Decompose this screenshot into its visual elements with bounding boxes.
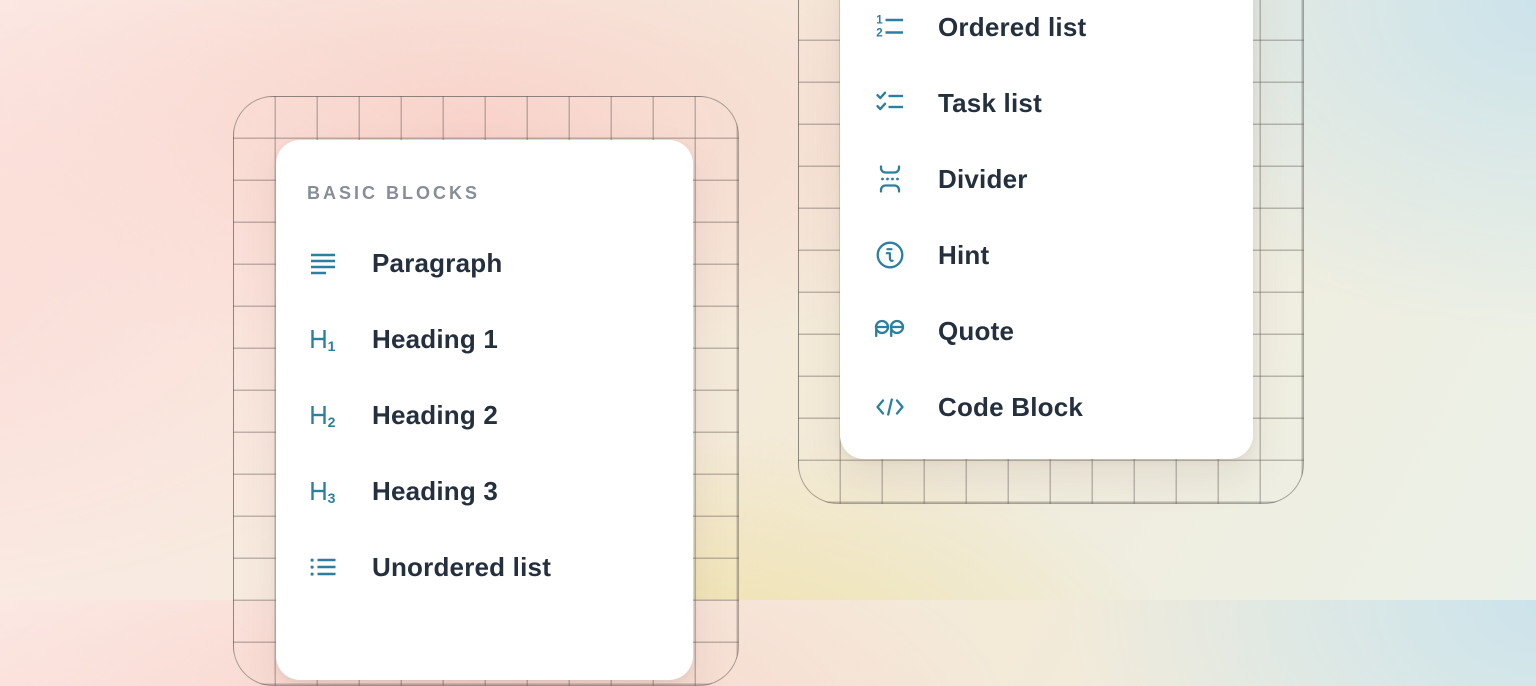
svg-text:2: 2 — [876, 28, 882, 40]
menu-item-code-block[interactable]: Code Block — [840, 369, 1253, 445]
menu-item-heading-1[interactable]: 1 Heading 1 — [276, 301, 693, 377]
svg-text:3: 3 — [328, 490, 336, 506]
menu-item-hint[interactable]: Hint — [840, 217, 1253, 293]
hint-icon — [874, 239, 906, 271]
menu-item-label: Paragraph — [372, 247, 503, 278]
menu-item-ordered-list[interactable]: 1 2 Ordered list — [840, 0, 1253, 65]
unordered-list-icon — [307, 551, 339, 583]
ordered-list-icon: 1 2 — [874, 11, 906, 43]
svg-text:1: 1 — [876, 15, 883, 27]
menu-item-label: Task list — [938, 87, 1042, 118]
svg-text:2: 2 — [328, 414, 336, 430]
insert-block-menu: 1 2 Ordered list Task list — [840, 0, 1253, 459]
code-block-icon — [874, 391, 906, 423]
menu-item-label: Code Block — [938, 391, 1084, 422]
heading-1-icon: 1 — [307, 323, 339, 355]
paragraph-icon — [307, 247, 339, 279]
menu-item-label: Ordered list — [938, 11, 1087, 42]
divider-icon — [874, 163, 906, 195]
svg-text:1: 1 — [328, 338, 336, 354]
menu-item-heading-2[interactable]: 2 Heading 2 — [276, 377, 693, 453]
task-list-icon — [874, 87, 906, 119]
menu-item-label: Heading 2 — [372, 399, 499, 430]
menu-section-header: BASIC BLOCKS — [307, 183, 481, 203]
menu-item-label: Heading 1 — [372, 323, 499, 354]
menu-item-heading-3[interactable]: 3 Heading 3 — [276, 453, 693, 529]
menu-item-divider[interactable]: Divider — [840, 141, 1253, 217]
heading-2-icon: 2 — [307, 399, 339, 431]
menu-item-task-list[interactable]: Task list — [840, 65, 1253, 141]
menu-item-label: Divider — [938, 163, 1028, 194]
menu-item-label: Hint — [938, 239, 990, 270]
menu-item-unordered-list[interactable]: Unordered list — [276, 529, 693, 605]
menu-item-label: Quote — [938, 315, 1015, 346]
heading-3-icon: 3 — [307, 475, 339, 507]
quote-icon — [874, 315, 906, 347]
menu-item-paragraph[interactable]: Paragraph — [276, 225, 693, 301]
basic-blocks-menu: BASIC BLOCKS Paragraph 1 Heading 1 2 Hea… — [276, 140, 693, 680]
menu-item-quote[interactable]: Quote — [840, 293, 1253, 369]
menu-item-label: Heading 3 — [372, 475, 499, 506]
menu-item-label: Unordered list — [372, 551, 552, 582]
